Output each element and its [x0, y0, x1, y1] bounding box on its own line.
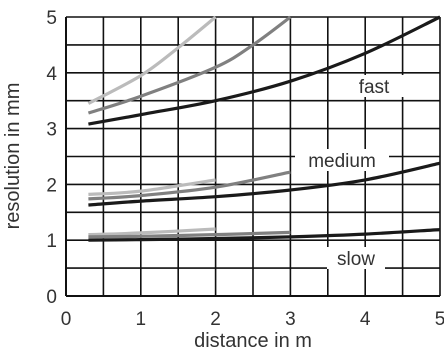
y-tick-label: 0 [46, 287, 57, 308]
curve-labels: fast medium slow [295, 75, 405, 270]
series-line-medium-5 [88, 161, 441, 207]
curve-label-slow: slow [337, 249, 375, 270]
y-tick-label: 5 [46, 8, 57, 29]
x-tick-label: 0 [61, 309, 72, 330]
tick-labels: 0 1 2 3 4 5 0 1 2 3 4 5 [46, 8, 444, 330]
y-tick-label: 2 [46, 175, 57, 196]
y-tick-label: 4 [46, 64, 57, 85]
curve-label-background [327, 247, 385, 269]
x-tick-label: 5 [435, 309, 444, 330]
x-tick-label: 3 [285, 309, 296, 330]
curve-label-medium: medium [308, 151, 376, 172]
x-tick-label: 2 [210, 309, 221, 330]
series-line-medium-4 [88, 170, 291, 201]
x-tick-label: 1 [136, 309, 147, 330]
y-axis-title: resolution in mm [2, 83, 24, 230]
series-line-medium-3 [88, 178, 216, 196]
series-line-slow-8 [88, 228, 441, 242]
curve-label-background [343, 75, 405, 97]
x-tick-label: 4 [360, 309, 371, 330]
y-tick-label: 3 [46, 120, 57, 141]
curve-label-fast: fast [359, 77, 390, 98]
series-line-fast-2 [88, 15, 441, 126]
y-tick-label: 1 [46, 231, 57, 252]
series-line-fast-0 [87, 15, 217, 105]
series [87, 15, 441, 242]
series-line-slow-7 [88, 230, 291, 239]
curve-label-background [295, 149, 389, 171]
grid [65, 16, 441, 297]
series-line-slow-6 [88, 227, 216, 237]
series-line-fast-1 [87, 15, 292, 115]
x-axis-title: distance in m [194, 330, 312, 352]
